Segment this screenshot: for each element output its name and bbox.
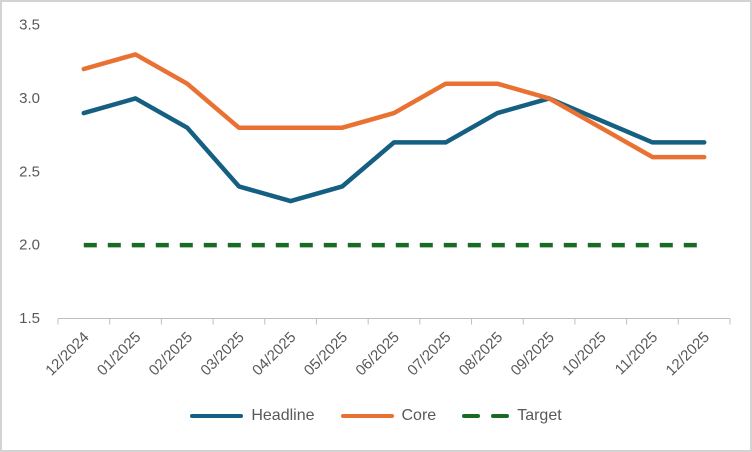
legend-item-headline: Headline bbox=[190, 407, 315, 424]
x-axis-label: 07/2025 bbox=[404, 329, 454, 379]
legend-dash bbox=[462, 413, 481, 419]
x-axis-label: 10/2025 bbox=[559, 329, 609, 379]
legend-label: Headline bbox=[251, 407, 315, 424]
x-axis-label: 05/2025 bbox=[301, 329, 351, 379]
x-axis-label: 01/2025 bbox=[94, 329, 144, 379]
x-axis-label: 12/2024 bbox=[42, 329, 92, 379]
legend-swatch-dashed bbox=[462, 413, 510, 419]
legend-item-core: Core bbox=[340, 407, 437, 424]
y-axis-label: 1.5 bbox=[19, 310, 40, 327]
legend-swatch-solid bbox=[340, 413, 394, 419]
y-axis-label: 3.5 bbox=[19, 17, 40, 34]
legend-dash bbox=[491, 413, 510, 419]
x-axis-label: 04/2025 bbox=[249, 329, 299, 379]
y-axis-label: 3.0 bbox=[19, 90, 40, 107]
legend-item-target: Target bbox=[462, 407, 562, 424]
x-axis-label: 02/2025 bbox=[146, 329, 196, 379]
chart-legend: Headline Core Target bbox=[2, 408, 750, 424]
x-axis-label: 11/2025 bbox=[612, 329, 662, 379]
y-axis-label: 2.5 bbox=[19, 163, 40, 180]
x-axis-label: 09/2025 bbox=[508, 329, 558, 379]
legend-swatch-solid bbox=[190, 413, 244, 419]
x-axis-label: 08/2025 bbox=[456, 329, 506, 379]
y-axis-label: 2.0 bbox=[19, 237, 40, 254]
x-axis-label: 12/2025 bbox=[663, 329, 713, 379]
x-axis-label: 03/2025 bbox=[197, 329, 247, 379]
legend-label: Core bbox=[401, 407, 437, 424]
legend-label: Target bbox=[517, 407, 562, 424]
series-line-headline bbox=[81, 96, 707, 204]
x-axis-label: 06/2025 bbox=[352, 329, 402, 379]
series-line-core bbox=[81, 52, 707, 160]
